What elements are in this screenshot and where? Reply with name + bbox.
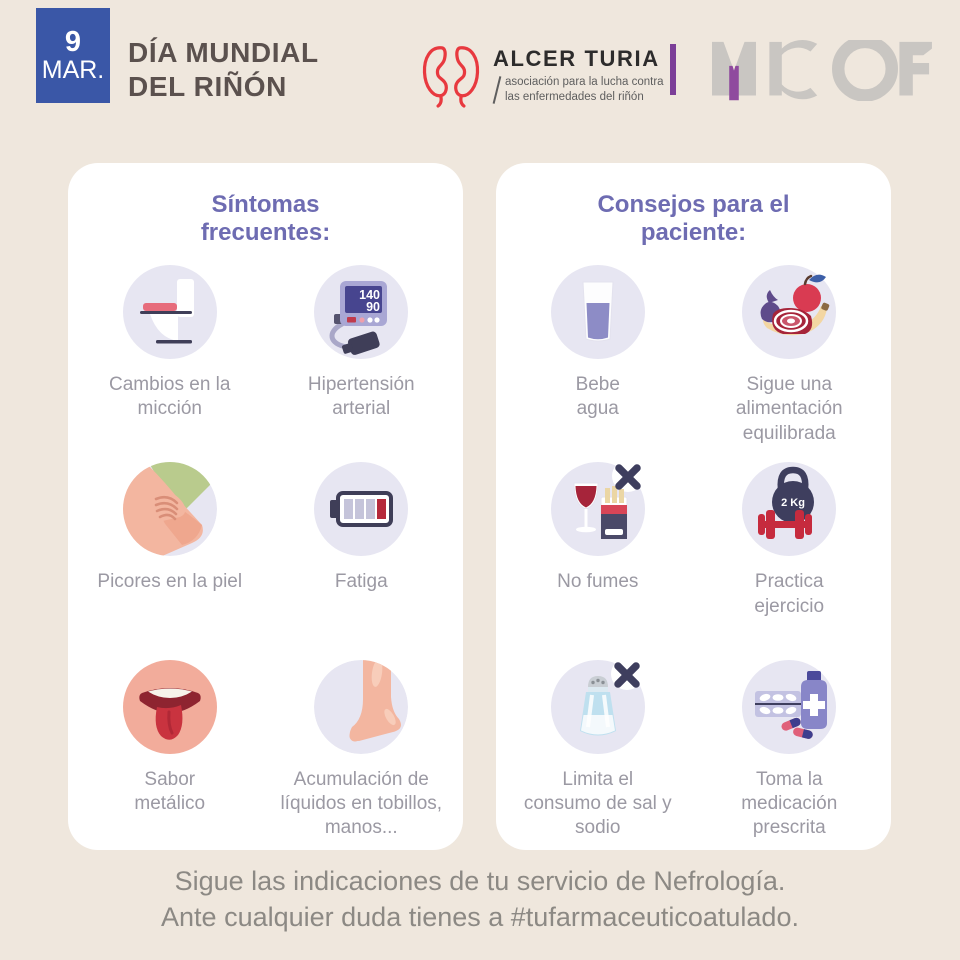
blood-pressure-monitor-icon: 140 90 xyxy=(311,262,411,362)
card-consejos-title: Consejos para el paciente: xyxy=(597,191,790,247)
item-label: Limita el consumo de sal y sodio xyxy=(523,768,672,839)
item-no-fumes: No fumes xyxy=(502,455,694,652)
scratching-arm-icon xyxy=(120,459,220,559)
healthy-food-icon xyxy=(739,262,839,362)
tongue-icon xyxy=(120,657,220,757)
item-medicacion: Toma la medicación prescrita xyxy=(694,653,886,850)
kettlebell-dumbbell-icon: 2 Kg xyxy=(739,459,839,559)
micof-letters-icon xyxy=(712,35,932,102)
item-sabor-metalico: Sabor metálico xyxy=(74,653,266,850)
salt-shaker-icon xyxy=(548,657,648,757)
item-label: Toma la medicación prescrita xyxy=(741,768,838,839)
item-picores: Picores en la piel xyxy=(74,455,266,652)
alcer-tagline: asociación para la lucha contra las enfe… xyxy=(492,75,664,105)
alcer-turia-logo: ALCER TURIA asociación para la lucha con… xyxy=(420,42,664,108)
alcer-text: ALCER TURIA asociación para la lucha con… xyxy=(492,42,664,105)
item-label: Picores en la piel xyxy=(97,571,243,593)
item-hipertension: 140 90 Hipertensión arterial xyxy=(266,258,458,455)
footer-note: Sigue las indicaciones de tu servicio de… xyxy=(0,864,960,935)
item-label: Bebe agua xyxy=(575,374,620,420)
kettlebell-weight-label: 2 Kg xyxy=(781,497,805,509)
date-badge: 9 MAR. xyxy=(36,8,110,103)
item-ejercicio: 2 Kg Practica ejercicio xyxy=(694,455,886,652)
logo-divider xyxy=(670,44,676,95)
alcer-name: ALCER TURIA xyxy=(493,46,660,71)
battery-low-icon xyxy=(311,459,411,559)
date-month: MAR. xyxy=(41,55,105,84)
item-label: Practica ejercicio xyxy=(754,571,825,617)
micof-purple-accent xyxy=(729,65,739,101)
card-sintomas: Síntomas frecuentes: Cambios en la micci… xyxy=(68,163,463,850)
item-label: Cambios en la micción xyxy=(109,374,231,420)
kidneys-icon xyxy=(422,46,480,108)
bp-reading-bottom: 90 xyxy=(366,300,380,314)
page-title: DÍA MUNDIAL DEL RIÑÓN xyxy=(128,36,319,103)
cross-icon xyxy=(615,464,641,491)
slash-mark xyxy=(492,76,502,104)
card-sintomas-title: Síntomas frecuentes: xyxy=(200,191,331,247)
footer-line1: Sigue las indicaciones de tu servicio de… xyxy=(174,866,786,896)
page-title-line1: DÍA MUNDIAL xyxy=(128,37,319,68)
item-label: Acumulación de líquidos en tobillos, man… xyxy=(280,768,443,839)
item-fatiga: Fatiga xyxy=(266,455,458,652)
item-label: Sigue una alimentación equilibrada xyxy=(735,374,843,444)
no-smoking-drinking-icon xyxy=(548,459,648,559)
item-acumulacion-liquidos: Acumulación de líquidos en tobillos, man… xyxy=(266,653,458,850)
medication-icon xyxy=(739,657,839,757)
item-label: Fatiga xyxy=(334,571,388,593)
item-alimentacion: Sigue una alimentación equilibrada xyxy=(694,258,886,455)
item-label: Sabor metálico xyxy=(134,768,206,814)
date-day: 9 xyxy=(64,25,82,58)
card-sintomas-grid: Cambios en la micción 140 90 xyxy=(68,258,463,850)
card-consejos: Consejos para el paciente: Bebe agua xyxy=(496,163,891,850)
item-label: Hipertensión arterial xyxy=(307,374,415,420)
alcer-tagline-line1: asociación para la lucha contra xyxy=(505,76,664,88)
item-limita-sal: Limita el consumo de sal y sodio xyxy=(502,653,694,850)
page-title-line2: DEL RIÑÓN xyxy=(128,70,287,102)
toilet-icon xyxy=(120,262,220,362)
item-label: No fumes xyxy=(557,571,639,593)
micof-logo xyxy=(712,35,932,102)
swollen-foot-icon xyxy=(311,657,411,757)
alcer-tagline-line2: las enfermedades del riñón xyxy=(505,90,644,103)
card-consejos-grid: Bebe agua xyxy=(496,258,891,850)
item-cambios-miccion: Cambios en la micción xyxy=(74,258,266,455)
bp-reading-top: 140 xyxy=(359,288,380,302)
cross-icon xyxy=(614,661,640,688)
footer-line2: Ante cualquier duda tienes a #tufarmaceu… xyxy=(161,901,799,932)
item-bebe-agua: Bebe agua xyxy=(502,258,694,455)
water-glass-icon xyxy=(548,262,648,362)
